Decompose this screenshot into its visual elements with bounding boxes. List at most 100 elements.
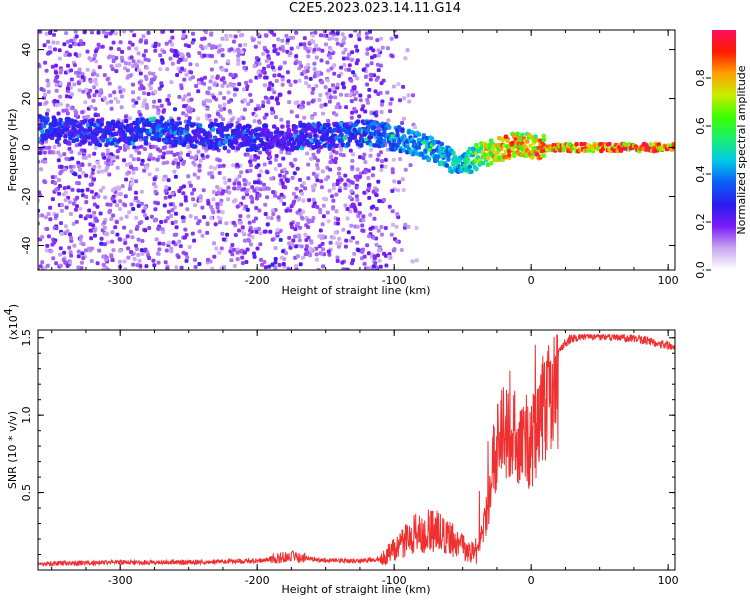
spectrogram-cell	[293, 124, 298, 130]
spectrogram-cell	[368, 77, 373, 82]
spectrogram-cell	[93, 113, 98, 118]
spectrogram-cell	[178, 69, 183, 74]
spectrogram-cell	[106, 267, 110, 270]
spectrogram-y-tick-label: -20	[20, 188, 33, 206]
spectrogram-cell	[82, 115, 87, 120]
spectrogram-cell	[71, 164, 76, 169]
spectrogram-cell	[220, 47, 225, 52]
spectrogram-cell	[283, 185, 288, 190]
spectrogram-cell	[152, 116, 157, 121]
spectrogram-cell	[274, 154, 279, 158]
spectrogram-cell	[132, 33, 137, 38]
spectrogram-cell	[212, 254, 217, 259]
spectrogram-cell	[162, 50, 167, 54]
spectrogram-cell	[252, 119, 257, 124]
spectrogram-cell	[348, 195, 352, 200]
spectrogram-cell	[171, 240, 176, 245]
spectrogram-cell	[161, 177, 166, 182]
spectrogram-cell	[301, 198, 306, 203]
spectrogram-cell	[315, 166, 320, 171]
spectrogram-cell	[315, 205, 320, 209]
spectrogram-cell	[298, 177, 302, 182]
spectrogram-cell	[392, 179, 397, 184]
spectrogram-cell	[334, 209, 339, 214]
spectrogram-cell	[288, 132, 293, 138]
spectrogram-cell	[260, 262, 265, 267]
spectrogram-cell	[227, 109, 232, 114]
spectrogram-cell	[175, 139, 180, 145]
spectrogram-cell	[330, 30, 335, 35]
spectrogram-cell	[289, 109, 294, 114]
spectrogram-cell	[387, 125, 392, 130]
spectrogram-cell	[226, 90, 231, 95]
spectrogram-cell	[304, 75, 309, 80]
spectrogram-cell	[112, 90, 117, 95]
spectrogram-cell	[76, 265, 81, 270]
spectrogram-cell	[44, 139, 49, 144]
spectrogram-cell	[54, 82, 59, 87]
spectrogram-cell	[111, 156, 116, 161]
spectrogram-cell	[341, 56, 346, 61]
spectrogram-cell	[306, 162, 311, 167]
spectrogram-cell	[221, 117, 226, 122]
spectrogram-cell	[286, 140, 292, 145]
spectrogram-cell	[235, 126, 241, 132]
spectrogram-cell	[380, 232, 384, 237]
spectrogram-cell	[194, 215, 198, 220]
spectrogram-cell	[245, 128, 251, 133]
spectrogram-cell	[197, 219, 202, 224]
spectrogram-cell	[134, 148, 139, 153]
spectrogram-cell	[186, 54, 191, 58]
spectrogram-cell	[206, 91, 211, 96]
spectrogram-cell	[164, 185, 169, 190]
spectrogram-cell	[324, 42, 328, 47]
spectrogram-cell	[192, 187, 197, 192]
spectrogram-cell	[139, 144, 144, 149]
spectrogram-cell	[69, 77, 74, 82]
spectrogram-cell	[78, 167, 83, 172]
spectrogram-cell	[232, 186, 237, 191]
spectrogram-cell	[64, 108, 69, 113]
spectrogram-cell	[349, 115, 354, 120]
spectrogram-cell	[63, 130, 68, 135]
spectrogram-cell	[363, 109, 368, 114]
spectrogram-cell	[69, 236, 74, 240]
spectrogram-cell	[396, 125, 402, 130]
spectrogram-cell	[262, 83, 267, 88]
spectrogram-cell	[169, 80, 174, 85]
spectrogram-cell	[258, 150, 262, 155]
spectrogram-cell	[59, 102, 63, 107]
spectrogram-cell	[189, 155, 194, 160]
spectrogram-cell	[144, 264, 149, 269]
spectrogram-cell	[249, 242, 253, 247]
spectrogram-cell	[265, 170, 270, 175]
spectrogram-cell	[383, 157, 388, 162]
spectrogram-cell	[371, 204, 376, 209]
spectrogram-cell	[368, 153, 373, 158]
spectrogram-cell	[59, 164, 64, 169]
spectrogram-cell	[242, 87, 247, 92]
spectrogram-cell	[184, 126, 190, 131]
spectrogram-cell	[84, 200, 89, 205]
spectrogram-cell	[69, 149, 74, 154]
spectrogram-cell	[356, 214, 361, 219]
spectrogram-cell	[265, 222, 270, 227]
spectrogram-cell	[143, 228, 148, 233]
spectrogram-cell	[185, 207, 190, 212]
spectrogram-cell	[229, 246, 234, 251]
spectrogram-cell	[108, 202, 113, 207]
spectrogram-cell	[326, 249, 331, 254]
spectrogram-cell	[130, 42, 135, 47]
spectrogram-cell	[379, 110, 384, 114]
spectrogram-cell	[80, 251, 85, 256]
spectrogram-cell	[287, 151, 292, 156]
spectrogram-cell	[510, 140, 515, 146]
spectrogram-cell	[294, 54, 299, 59]
spectrogram-cell	[216, 209, 221, 214]
snr-series-line	[38, 333, 675, 568]
spectrogram-cell	[361, 218, 366, 223]
spectrogram-cell	[141, 209, 146, 214]
spectrogram-cell	[74, 110, 79, 115]
spectrogram-cell	[279, 198, 284, 203]
spectrogram-cell	[374, 188, 379, 192]
